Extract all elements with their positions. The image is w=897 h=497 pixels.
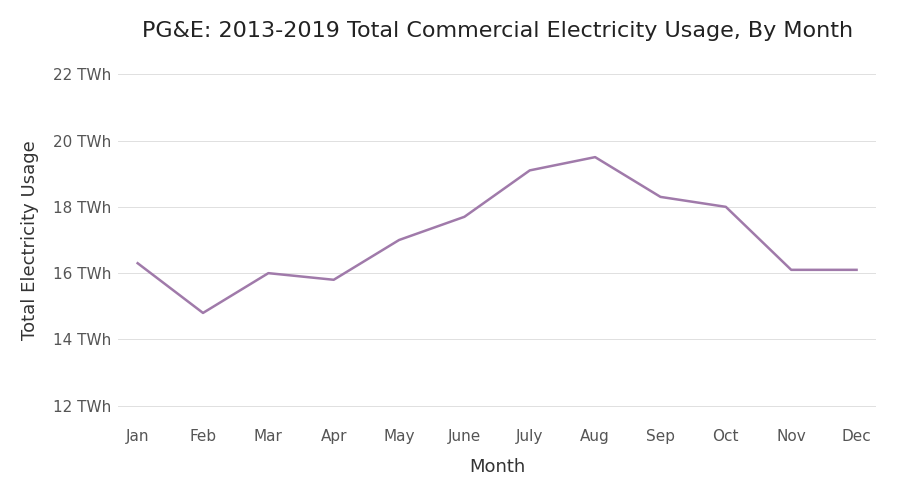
X-axis label: Month: Month: [469, 458, 526, 476]
Title: PG&E: 2013-2019 Total Commercial Electricity Usage, By Month: PG&E: 2013-2019 Total Commercial Electri…: [142, 21, 853, 41]
Y-axis label: Total Electricity Usage: Total Electricity Usage: [21, 140, 39, 340]
